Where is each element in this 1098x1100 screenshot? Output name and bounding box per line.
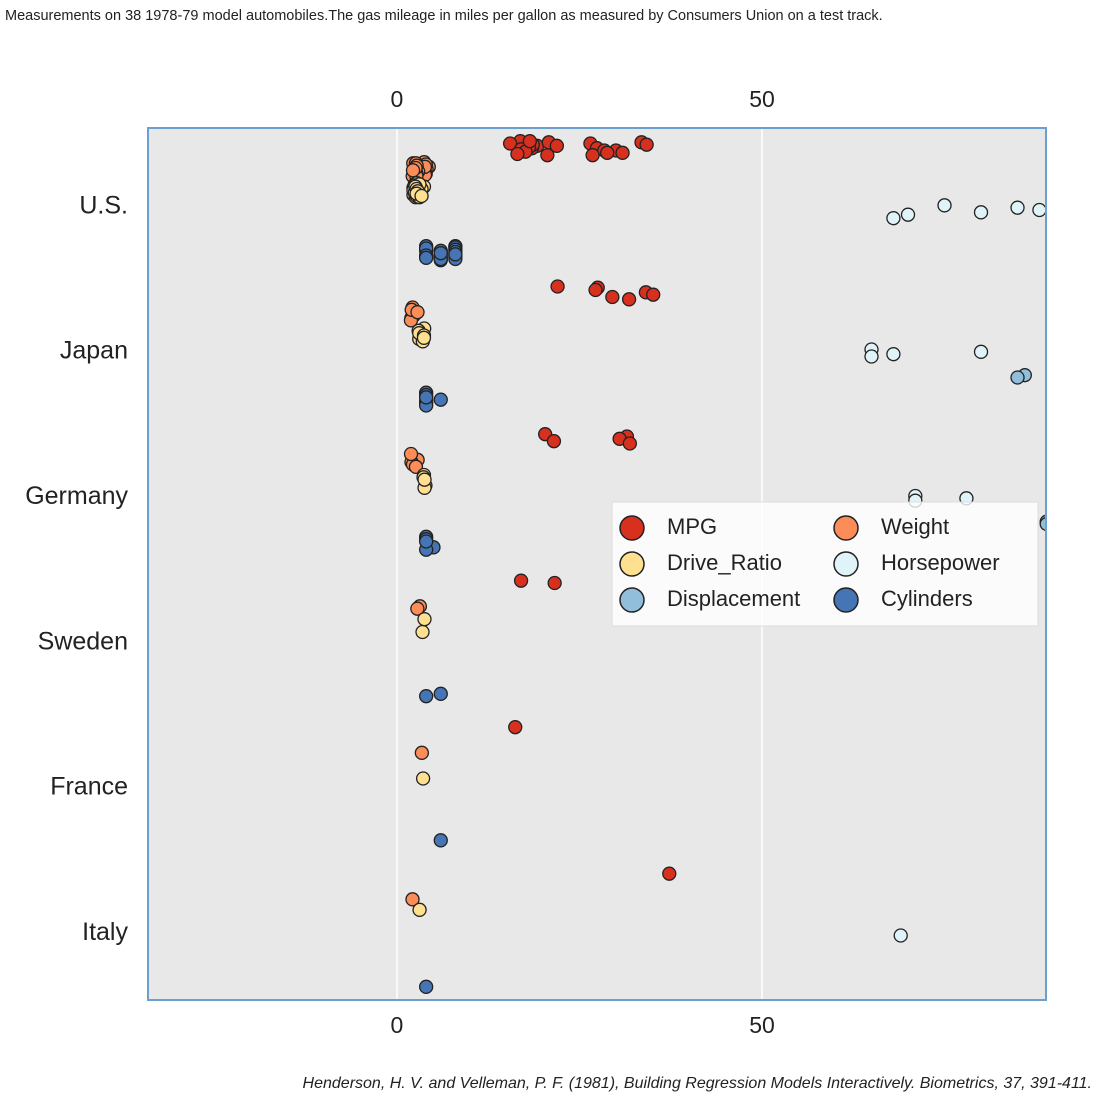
data-point (415, 624, 430, 640)
data-point (405, 892, 420, 907)
data-point (546, 434, 562, 449)
legend-box (611, 501, 1039, 627)
caption: Henderson, H. V. and Velleman, P. F. (19… (303, 1075, 1092, 1092)
x-tick-label: 0 (391, 1012, 404, 1038)
legend-marker (833, 587, 859, 613)
data-point (937, 198, 952, 213)
data-point (448, 247, 463, 262)
data-point (416, 330, 432, 345)
data-point (513, 573, 529, 588)
data-point (1032, 202, 1046, 218)
data-point (417, 612, 432, 627)
y-tick-label: Japan (60, 337, 128, 365)
data-point (508, 720, 523, 735)
points (403, 134, 1046, 994)
data-point (605, 289, 620, 305)
data-point (502, 136, 518, 151)
data-point (410, 601, 425, 616)
data-point (433, 246, 448, 261)
data-point (585, 148, 600, 163)
data-point (622, 436, 638, 451)
data-point (419, 979, 434, 994)
data-point (1010, 200, 1025, 215)
data-point (550, 279, 565, 294)
data-point (433, 833, 448, 848)
data-point (510, 146, 525, 162)
y-tick-label: France (50, 773, 128, 801)
data-point (639, 137, 654, 152)
data-point (415, 771, 431, 786)
legend-label: Displacement (667, 586, 800, 611)
data-point (433, 392, 448, 407)
legend-label: Weight (881, 514, 949, 539)
data-point (417, 472, 432, 487)
data-point (419, 390, 434, 405)
data-point (588, 282, 603, 298)
data-point (414, 188, 429, 204)
data-point (419, 689, 434, 704)
y-tick-label: Italy (82, 918, 128, 946)
y-tick-label: Germany (25, 482, 128, 510)
legend-marker (619, 551, 645, 577)
data-point (621, 292, 637, 307)
y-tick-label: Sweden (38, 627, 128, 655)
data-point (405, 163, 421, 178)
data-point (433, 686, 448, 701)
data-point (547, 575, 562, 591)
data-point (900, 207, 916, 222)
plot-border (147, 127, 1047, 1001)
data-point (973, 205, 989, 220)
data-point (410, 305, 425, 320)
legend-marker (619, 515, 645, 541)
data-point (864, 349, 879, 364)
data-point (1010, 370, 1025, 385)
legend-label: Cylinders (881, 586, 973, 611)
data-point (893, 928, 908, 943)
legend: MPG Weight Drive_Ratio Horsepower Displaceme… (611, 501, 1039, 627)
legend-label: Drive_Ratio (667, 550, 782, 575)
y-tick-label: U.S. (79, 191, 128, 219)
data-point (403, 446, 419, 462)
data-point (414, 745, 430, 760)
legend-marker (619, 587, 645, 613)
legend-label: MPG (667, 514, 717, 539)
data-point (973, 344, 989, 359)
legend-label: Horsepower (881, 550, 1000, 575)
chart-title: Measurements on 38 1978-79 model automob… (5, 8, 883, 24)
data-point (886, 211, 901, 226)
data-point (419, 534, 434, 549)
data-point (600, 145, 615, 160)
data-point (886, 347, 901, 362)
data-point (646, 287, 661, 302)
data-point (615, 145, 630, 160)
data-point (662, 866, 677, 881)
data-point (412, 902, 427, 917)
x-tick-label: 0 (391, 86, 404, 112)
data-point (1039, 516, 1046, 532)
x-tick-label: 50 (749, 86, 775, 112)
legend-marker (833, 515, 859, 541)
data-point (419, 250, 434, 265)
legend-marker (833, 551, 859, 577)
x-tick-label: 50 (749, 1012, 775, 1038)
data-point (522, 134, 537, 149)
data-point (549, 138, 564, 153)
